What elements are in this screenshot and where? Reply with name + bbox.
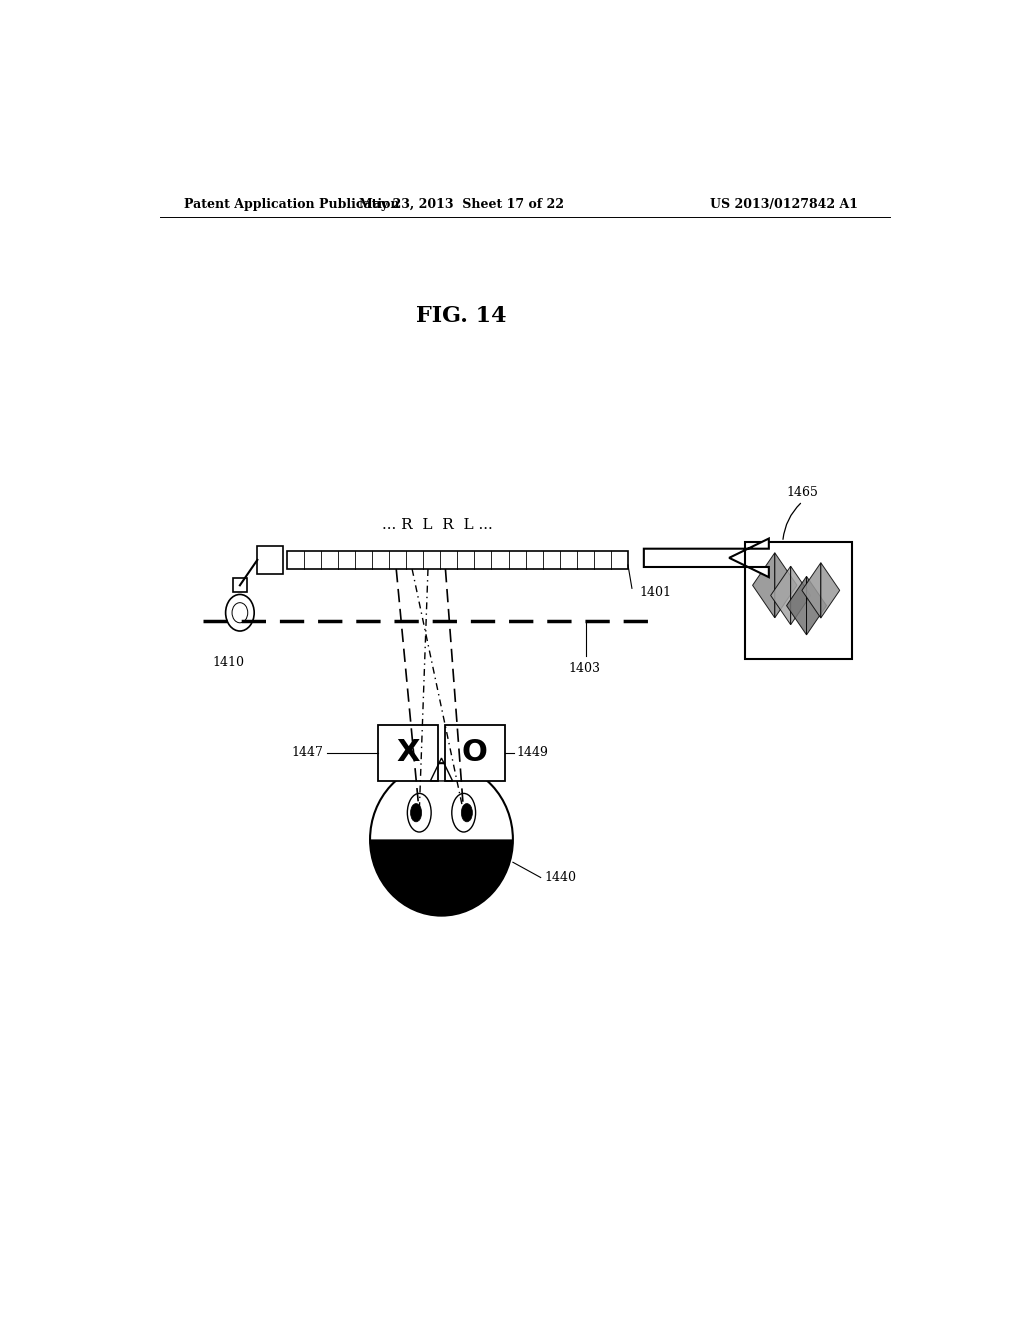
Text: O: O <box>462 738 487 767</box>
Text: 1440: 1440 <box>545 871 577 884</box>
FancyBboxPatch shape <box>232 578 247 593</box>
Ellipse shape <box>452 793 475 832</box>
Text: X: X <box>396 738 420 767</box>
Text: May 23, 2013  Sheet 17 of 22: May 23, 2013 Sheet 17 of 22 <box>358 198 564 211</box>
Polygon shape <box>753 553 775 618</box>
Polygon shape <box>775 553 797 618</box>
Polygon shape <box>771 566 791 624</box>
Polygon shape <box>786 577 807 635</box>
Text: ... R  L  R  L ...: ... R L R L ... <box>382 519 493 532</box>
Ellipse shape <box>411 804 422 822</box>
Polygon shape <box>807 577 826 635</box>
FancyBboxPatch shape <box>445 725 505 781</box>
Text: 1403: 1403 <box>568 661 600 675</box>
FancyBboxPatch shape <box>745 543 852 659</box>
Text: FIG. 14: FIG. 14 <box>416 305 507 327</box>
Text: 1447: 1447 <box>291 747 323 759</box>
Ellipse shape <box>408 793 431 832</box>
Text: 1449: 1449 <box>516 747 548 759</box>
Text: 1410: 1410 <box>212 656 244 669</box>
Text: Patent Application Publication: Patent Application Publication <box>183 198 399 211</box>
FancyBboxPatch shape <box>257 545 283 574</box>
Text: 1401: 1401 <box>640 586 672 599</box>
Polygon shape <box>802 562 821 618</box>
Polygon shape <box>644 539 769 577</box>
Ellipse shape <box>461 804 472 822</box>
FancyBboxPatch shape <box>379 725 438 781</box>
FancyBboxPatch shape <box>287 550 628 569</box>
Text: US 2013/0127842 A1: US 2013/0127842 A1 <box>710 198 858 211</box>
Text: 1465: 1465 <box>786 486 818 499</box>
Polygon shape <box>791 566 811 624</box>
Polygon shape <box>370 840 513 916</box>
Polygon shape <box>821 562 840 618</box>
